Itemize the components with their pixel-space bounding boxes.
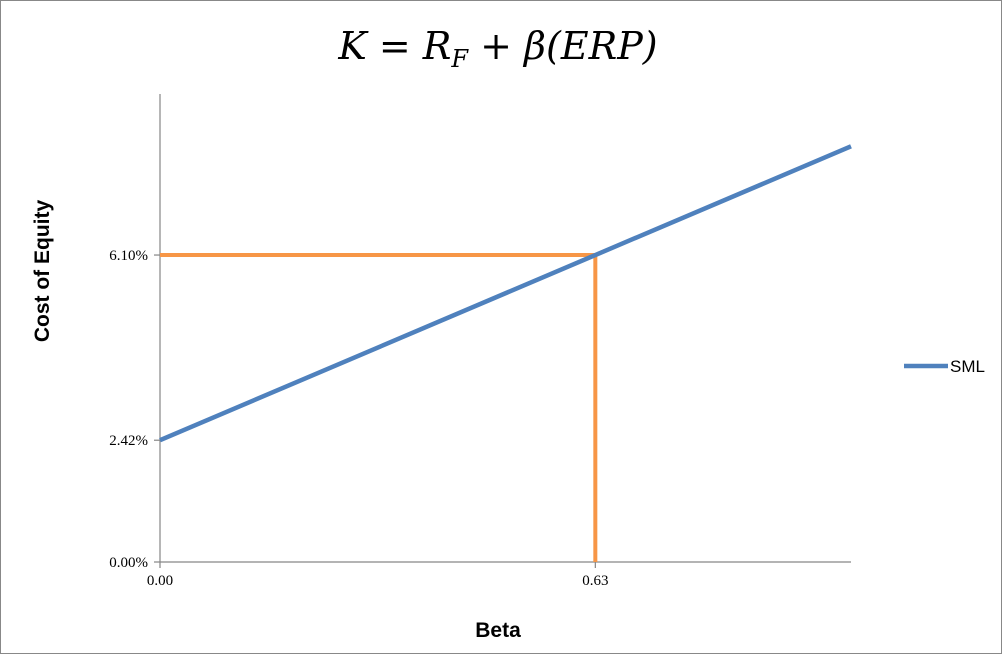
reference-lines [160, 255, 595, 562]
y-axis-title: Cost of Equity [31, 200, 54, 343]
title-eq: = [367, 24, 423, 68]
y-tick-label: 6.10% [109, 248, 148, 264]
x-axis-title: Beta [475, 619, 521, 642]
y-tick-label: 2.42% [109, 433, 148, 449]
x-ticks: 0.00 0.63 [147, 562, 609, 589]
title-rest: + β(ERP) [468, 24, 658, 68]
series-line-sml [160, 146, 851, 440]
title-sub-f: F [450, 45, 469, 73]
x-tick-label: 0.63 [582, 573, 608, 589]
chart-title: K = RF + β(ERP) [337, 24, 657, 73]
title-k: K [337, 24, 369, 68]
legend: SML [904, 357, 985, 376]
title-r: R [422, 24, 452, 68]
x-tick-label: 0.00 [147, 573, 173, 589]
series-group [160, 146, 851, 440]
y-tick-label: 0.00% [109, 555, 148, 571]
legend-label: SML [950, 357, 985, 376]
y-ticks: 0.00% 2.42% 6.10% [109, 248, 160, 571]
